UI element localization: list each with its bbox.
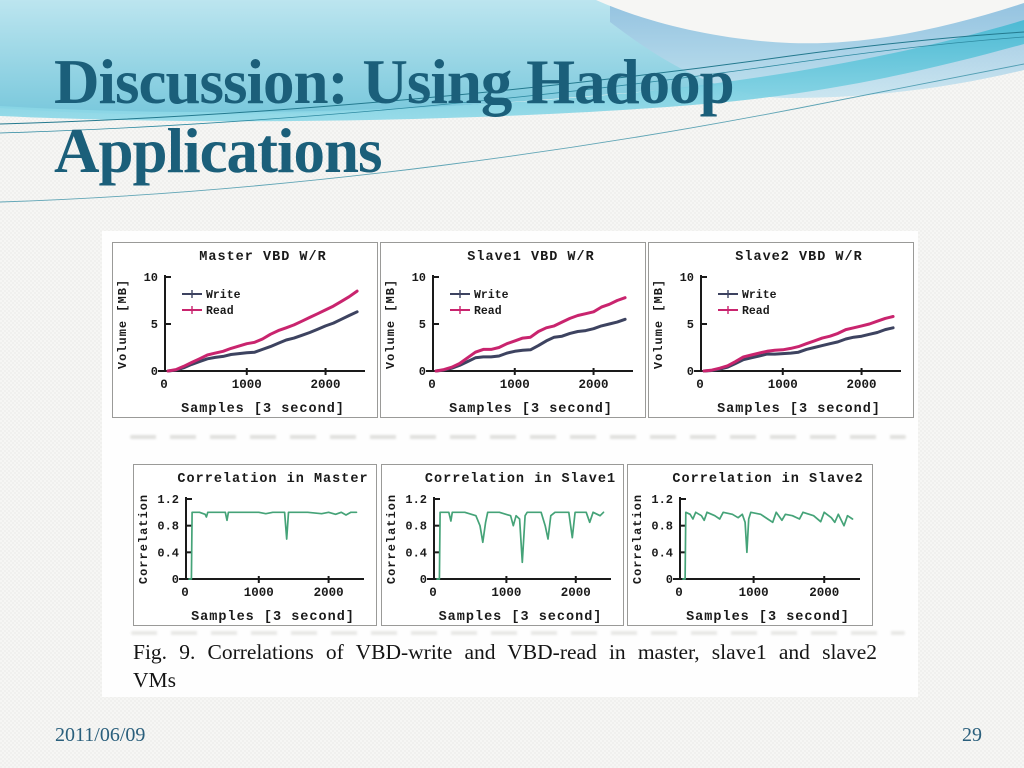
- svg-text:Correlation in Slave2: Correlation in Slave2: [672, 472, 863, 487]
- svg-text:0: 0: [420, 573, 427, 587]
- svg-text:0: 0: [151, 365, 158, 379]
- chart-slave1-vbd-wr: Slave1 VBD W/R 0 5 10 0 1000 2000 Samples [3 se…: [380, 242, 646, 418]
- svg-text:Master VBD W/R: Master VBD W/R: [199, 250, 326, 265]
- chart-correlation-slave2: Correlation in Slave2 0 0.4 0.8 1.2 0 1000 2000…: [627, 464, 873, 626]
- svg-text:0.4: 0.4: [405, 546, 427, 560]
- svg-text:Samples [3 second]: Samples [3 second]: [181, 402, 345, 417]
- svg-text:10: 10: [680, 271, 694, 285]
- svg-text:Read: Read: [474, 305, 502, 318]
- chart-master-vbd-wr: Master VBD W/R 0 5 10 0 1000 2000 Samples [3 se…: [112, 242, 378, 418]
- svg-text:2000: 2000: [809, 586, 839, 600]
- svg-text:2000: 2000: [311, 378, 341, 392]
- svg-text:1.2: 1.2: [157, 493, 179, 507]
- svg-text:0.8: 0.8: [157, 520, 179, 534]
- svg-text:2000: 2000: [561, 586, 591, 600]
- svg-text:2000: 2000: [579, 378, 609, 392]
- svg-text:0: 0: [419, 365, 426, 379]
- svg-text:Slave1 VBD W/R: Slave1 VBD W/R: [467, 250, 594, 265]
- svg-text:Samples [3 second]: Samples [3 second]: [717, 402, 881, 417]
- cropped-text-artifact: [131, 631, 905, 635]
- svg-text:1000: 1000: [491, 586, 521, 600]
- svg-text:1000: 1000: [500, 378, 530, 392]
- svg-text:10: 10: [144, 271, 158, 285]
- svg-text:1000: 1000: [768, 378, 798, 392]
- svg-text:5: 5: [687, 318, 694, 332]
- footer-page-number: 29: [962, 724, 982, 746]
- slide-title: Discussion: Using Hadoop Applications: [54, 47, 735, 187]
- cropped-text-artifact: [130, 435, 906, 439]
- chart-slave2-vbd-wr: Slave2 VBD W/R 0 5 10 0 1000 2000 Samples [3 se…: [648, 242, 914, 418]
- svg-text:Correlation: Correlation: [631, 494, 645, 584]
- svg-text:0.4: 0.4: [157, 546, 179, 560]
- svg-text:Samples [3 second]: Samples [3 second]: [686, 610, 850, 625]
- svg-text:0: 0: [696, 378, 704, 392]
- svg-text:Correlation: Correlation: [137, 494, 151, 584]
- svg-text:1.2: 1.2: [651, 493, 673, 507]
- figure-caption: Fig. 9. Correlations of VBD-write and VB…: [133, 640, 877, 692]
- svg-text:Write: Write: [742, 289, 777, 302]
- svg-text:Correlation in Slave1: Correlation in Slave1: [425, 472, 616, 487]
- svg-text:1000: 1000: [232, 378, 262, 392]
- footer-date: 2011/06/09: [55, 724, 146, 746]
- chart-correlation-slave1: Correlation in Slave1 0 0.4 0.8 1.2 0 1000 2000…: [381, 464, 624, 626]
- svg-text:Volume [MB]: Volume [MB]: [652, 279, 666, 369]
- svg-text:2000: 2000: [314, 586, 344, 600]
- svg-text:1000: 1000: [244, 586, 274, 600]
- svg-text:Correlation in Master: Correlation in Master: [177, 472, 368, 487]
- svg-text:0: 0: [666, 573, 673, 587]
- svg-text:Samples [3 second]: Samples [3 second]: [191, 610, 355, 625]
- svg-text:5: 5: [151, 318, 158, 332]
- svg-text:1000: 1000: [739, 586, 769, 600]
- svg-text:Read: Read: [742, 305, 770, 318]
- svg-text:Write: Write: [206, 289, 241, 302]
- svg-text:0.4: 0.4: [651, 546, 673, 560]
- svg-text:0.8: 0.8: [405, 520, 427, 534]
- svg-text:0: 0: [172, 573, 179, 587]
- chart-correlation-master: Correlation in Master 0 0.4 0.8 1.2 0 1000 2000…: [133, 464, 377, 626]
- svg-text:Samples [3 second]: Samples [3 second]: [449, 402, 613, 417]
- svg-text:0: 0: [675, 586, 683, 600]
- svg-text:0: 0: [428, 378, 436, 392]
- svg-text:Read: Read: [206, 305, 234, 318]
- svg-text:2000: 2000: [847, 378, 877, 392]
- svg-text:Slave2 VBD W/R: Slave2 VBD W/R: [735, 250, 862, 265]
- svg-text:Samples [3 second]: Samples [3 second]: [439, 610, 603, 625]
- svg-text:5: 5: [419, 318, 426, 332]
- svg-text:Volume [MB]: Volume [MB]: [384, 279, 398, 369]
- svg-text:0: 0: [429, 586, 437, 600]
- svg-text:0: 0: [687, 365, 694, 379]
- svg-text:0: 0: [181, 586, 189, 600]
- svg-text:1.2: 1.2: [405, 493, 427, 507]
- svg-text:10: 10: [412, 271, 426, 285]
- svg-text:Correlation: Correlation: [385, 494, 399, 584]
- svg-text:0: 0: [160, 378, 168, 392]
- svg-text:Write: Write: [474, 289, 509, 302]
- svg-text:0.8: 0.8: [651, 520, 673, 534]
- svg-text:Volume [MB]: Volume [MB]: [116, 279, 130, 369]
